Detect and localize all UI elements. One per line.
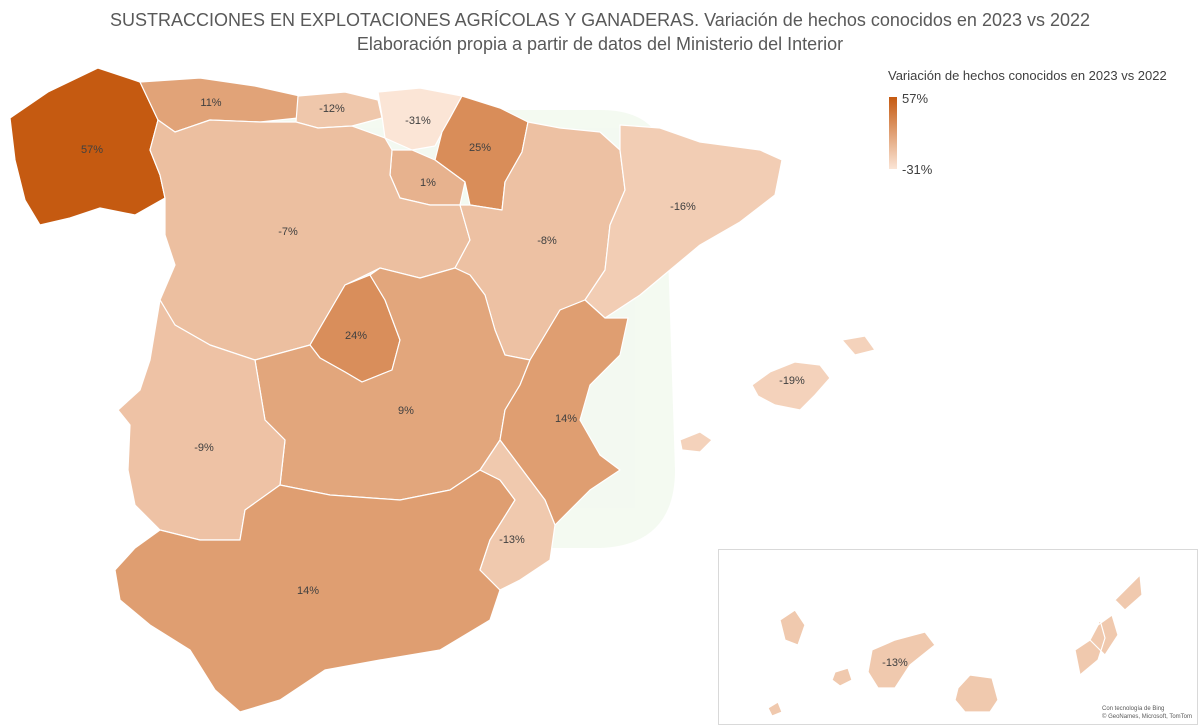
- region-label-madrid: 24%: [345, 330, 367, 342]
- region-label-extremadura: -9%: [194, 442, 214, 454]
- peninsula-regions: [9, 67, 876, 713]
- region-label-illes-balears: -19%: [779, 375, 805, 387]
- map-attribution: Con tecnología de Bing © GeoNames, Micro…: [1102, 705, 1192, 721]
- region-label-aragon: -8%: [537, 235, 557, 247]
- region-label-navarra: 25%: [469, 142, 491, 154]
- region-label-canarias: -13%: [882, 657, 908, 669]
- region-label-comunidad-valenciana: 14%: [555, 413, 577, 425]
- legend-max-label: 57%: [902, 91, 929, 106]
- region-label-andalucia: 14%: [297, 585, 319, 597]
- legend-min-label: -31%: [902, 162, 933, 177]
- region-murcia[interactable]: [479, 439, 556, 591]
- chart-title: SUSTRACCIONES EN EXPLOTACIONES AGRÍCOLAS…: [0, 8, 1200, 56]
- region-illes-balears[interactable]: [679, 335, 876, 453]
- legend-color-scale: [889, 97, 897, 169]
- attribution-line-1: Con tecnología de Bing: [1102, 706, 1165, 712]
- region-label-cantabria: -12%: [319, 103, 345, 115]
- region-label-cataluna: -16%: [670, 201, 696, 213]
- region-label-castilla-la-mancha: 9%: [398, 405, 414, 417]
- title-line-1: SUSTRACCIONES EN EXPLOTACIONES AGRÍCOLAS…: [109, 10, 1091, 30]
- region-canarias[interactable]: [767, 574, 1143, 717]
- title-line-2: Elaboración propia a partir de datos del…: [356, 34, 844, 54]
- canary-inset-frame: [718, 549, 1198, 725]
- canary-islands-inset: [767, 574, 1143, 717]
- region-label-galicia: 57%: [81, 144, 103, 156]
- region-comunidad-valenciana[interactable]: [499, 299, 629, 526]
- region-label-castilla-y-leon: -7%: [278, 226, 298, 238]
- region-label-la-rioja: 1%: [420, 177, 436, 189]
- region-labels: 57% 11% -12% -31% 25% 1% -7% -8% -16% 24% 9% 14% -9%…: [81, 97, 908, 669]
- attribution-line-2: © GeoNames, Microsoft, TomTom: [1102, 714, 1192, 720]
- region-label-murcia: -13%: [499, 534, 525, 546]
- region-cataluna[interactable]: [584, 124, 783, 319]
- region-label-pais-vasco: -31%: [405, 115, 431, 127]
- region-label-asturias: 11%: [200, 97, 221, 109]
- legend-title: Variación de hechos conocidos en 2023 vs…: [888, 68, 1167, 83]
